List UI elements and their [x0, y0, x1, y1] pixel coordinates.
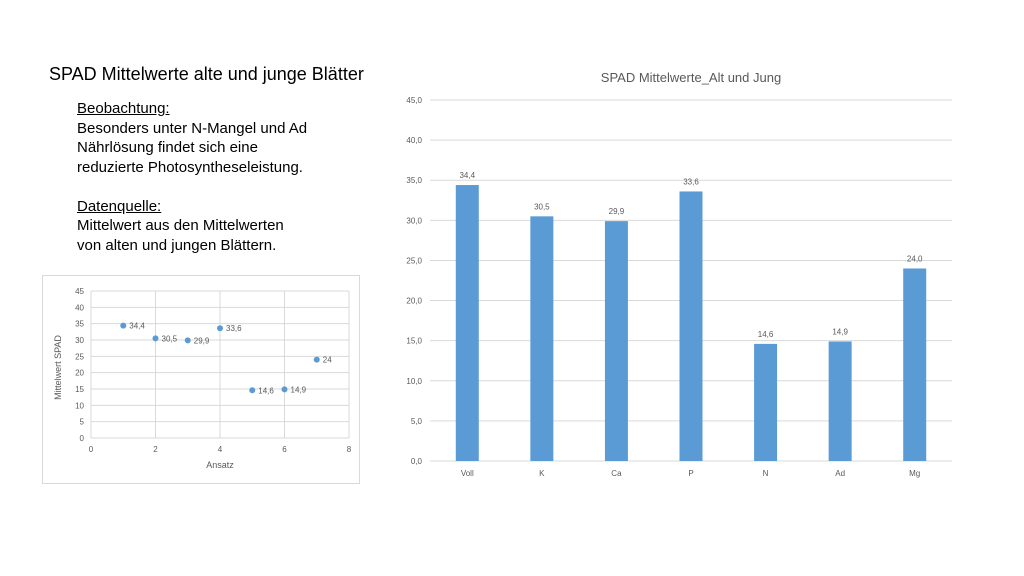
bar-chart: SPAD Mittelwerte_Alt und Jung 0,0 5,0 10,0 1… [406, 70, 952, 478]
scatter-point [217, 325, 223, 332]
data-label: 30,5 [162, 334, 178, 343]
scatter-point [249, 387, 256, 394]
y-tick-label: 5 [80, 418, 85, 427]
slide-title: SPAD Mittelwerte alte und junge Blätter [49, 64, 364, 84]
y-tick-label: 40,0 [406, 136, 422, 145]
data-label: 34,4 [459, 171, 475, 180]
y-tick-label: 10,0 [406, 377, 422, 386]
scatter-point [281, 386, 288, 393]
y-tick-label: 30,0 [406, 216, 422, 225]
bar [903, 268, 927, 461]
y-tick-label: 25 [75, 352, 84, 361]
data-label: 29,9 [194, 336, 210, 345]
y-tick-label: 0 [80, 434, 85, 443]
y-tick-label: 45 [75, 287, 84, 296]
scatter-point [184, 337, 191, 344]
y-axis-title: Mittelwert SPAD [53, 335, 63, 400]
observation-heading: Beobachtung: [77, 100, 170, 117]
x-tick-label: 0 [89, 445, 94, 454]
observation-line: Nährlösung findet sich eine [77, 139, 258, 156]
scatter-chart-frame: 0 5 10 15 20 25 30 35 40 45 0 2 4 6 8 Ansatz Mittelwert … [42, 275, 360, 484]
data-label: 34,4 [129, 322, 145, 331]
x-tick-label: Voll [461, 469, 474, 478]
x-tick-label: 6 [282, 445, 287, 454]
y-tick-label: 45,0 [406, 96, 422, 105]
x-tick-label: Ca [611, 469, 622, 478]
y-tick-label: 25,0 [406, 256, 422, 265]
notes-text-block: Beobachtung: Besonders unter N-Mangel un… [77, 99, 347, 255]
source-line: von alten und jungen Blättern. [77, 236, 277, 254]
x-axis-title: Ansatz [206, 460, 234, 470]
data-label: 33,6 [226, 324, 242, 333]
y-tick-label: 20,0 [406, 297, 422, 306]
data-label: 29,9 [609, 207, 625, 216]
scatter-point [152, 335, 159, 342]
bar [530, 216, 554, 461]
x-tick-label: 8 [347, 445, 352, 454]
bar [455, 185, 479, 461]
y-tick-label: 40 [75, 303, 84, 312]
y-tick-label: 20 [75, 369, 84, 378]
y-tick-label: 35 [75, 320, 84, 329]
x-tick-label: P [688, 469, 693, 478]
bar [754, 343, 778, 461]
y-tick-label: 5,0 [411, 417, 423, 426]
data-label: 33,6 [683, 177, 699, 186]
data-label: 14,6 [758, 330, 774, 339]
y-tick-label: 10 [75, 401, 84, 410]
x-tick-label: 4 [218, 445, 223, 454]
source-heading: Datenquelle: [77, 197, 162, 215]
observation-line: Besonders unter N-Mangel und Ad [77, 119, 308, 137]
y-tick-label: 30 [75, 336, 84, 345]
bar [679, 191, 703, 461]
data-label: 24 [323, 356, 332, 365]
x-tick-label: 2 [153, 445, 158, 454]
x-tick-label: Ad [835, 469, 845, 478]
x-tick-label: Mg [909, 469, 920, 478]
bar [828, 341, 852, 461]
scatter-point [313, 356, 320, 363]
data-label: 14,6 [258, 386, 274, 395]
y-tick-label: 35,0 [406, 176, 422, 185]
data-label: 14,9 [832, 327, 848, 336]
x-tick-label: N [763, 469, 769, 478]
data-label: 24,0 [907, 254, 923, 263]
x-tick-label: K [539, 469, 545, 478]
y-tick-label: 15 [75, 385, 84, 394]
y-tick-label: 15,0 [406, 337, 422, 346]
chart-title: SPAD Mittelwerte_Alt und Jung [601, 70, 781, 85]
data-label: 14,9 [291, 385, 307, 394]
observation-line: reduzierte Photosyntheseleistung. [77, 158, 303, 176]
y-tick-label: 0,0 [411, 457, 423, 466]
scatter-point [120, 322, 127, 329]
source-line: Mittelwert aus den Mittelwerten [77, 217, 284, 234]
data-label: 30,5 [534, 202, 550, 211]
bar [604, 221, 628, 461]
